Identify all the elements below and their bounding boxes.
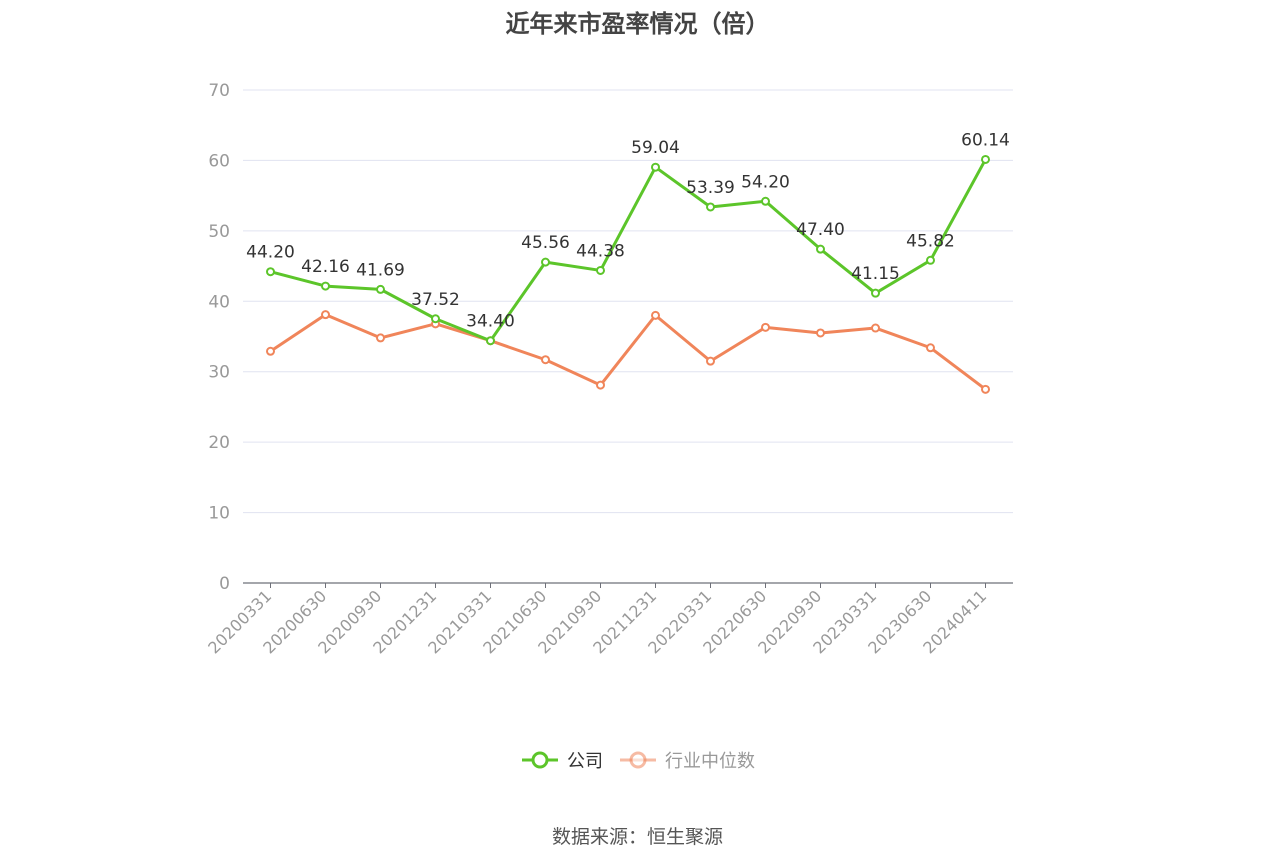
- y-tick-label: 50: [208, 222, 230, 242]
- data-label: 44.20: [246, 243, 295, 263]
- data-label: 45.82: [906, 231, 955, 251]
- data-point[interactable]: [376, 333, 385, 343]
- data-label: 37.52: [411, 290, 460, 310]
- data-label: 60.14: [961, 130, 1010, 150]
- data-point[interactable]: [266, 346, 275, 356]
- data-point[interactable]: [761, 322, 770, 332]
- data-point[interactable]: [816, 328, 825, 338]
- legend-line-circle-icon: [620, 751, 656, 769]
- data-label: 41.15: [851, 264, 900, 284]
- data-point[interactable]: [706, 202, 715, 212]
- data-point[interactable]: [761, 196, 770, 206]
- series-lines: [266, 154, 990, 394]
- y-tick-label: 30: [208, 363, 230, 383]
- legend-line-circle-icon: [522, 751, 558, 769]
- data-point[interactable]: [871, 323, 880, 333]
- y-tick-label: 20: [208, 433, 230, 453]
- data-point[interactable]: [651, 162, 660, 172]
- data-point[interactable]: [706, 356, 715, 366]
- data-label: 34.40: [466, 312, 515, 332]
- series-line-company: [270, 158, 987, 343]
- data-label: 53.39: [686, 178, 735, 198]
- y-tick-label: 10: [208, 504, 230, 524]
- data-point[interactable]: [596, 380, 605, 390]
- data-point[interactable]: [431, 314, 440, 324]
- data-point[interactable]: [926, 255, 935, 265]
- data-point[interactable]: [651, 310, 660, 320]
- axes: 0102030405060702020033120200630202009302…: [204, 81, 1013, 657]
- legend-item-company[interactable]: 公司: [521, 746, 603, 774]
- data-point[interactable]: [486, 336, 495, 346]
- data-point[interactable]: [541, 257, 550, 267]
- data-source-note: 数据来源：恒生聚源: [551, 826, 723, 848]
- data-label: 42.16: [301, 257, 350, 277]
- data-point[interactable]: [871, 288, 880, 298]
- legend-item-industry-median[interactable]: 行业中位数: [619, 746, 755, 774]
- y-tick-label: 0: [219, 574, 230, 594]
- data-label: 41.69: [356, 260, 405, 280]
- data-point[interactable]: [321, 281, 330, 291]
- data-point[interactable]: [541, 355, 550, 365]
- grid-lines: [243, 89, 1013, 514]
- series-line-industry-median: [269, 313, 987, 391]
- y-tick-label: 70: [208, 81, 230, 101]
- data-point[interactable]: [266, 267, 275, 277]
- data-labels: 44.20 42.16 41.69 37.52 34.40 45.56 44.38 59.04…: [246, 130, 1010, 331]
- data-point[interactable]: [926, 343, 935, 353]
- data-label: 47.40: [796, 220, 845, 240]
- data-point[interactable]: [596, 265, 605, 275]
- data-point[interactable]: [376, 284, 385, 294]
- data-point[interactable]: [321, 310, 330, 320]
- data-point[interactable]: [816, 244, 825, 254]
- data-label: 45.56: [521, 233, 570, 253]
- chart-title: 近年来市盈率情况（倍）: [505, 10, 770, 38]
- data-point[interactable]: [981, 154, 990, 164]
- data-label: 44.38: [576, 241, 625, 261]
- legend-label: 行业中位数: [665, 751, 755, 772]
- y-tick-label: 40: [208, 292, 230, 312]
- data-label: 59.04: [631, 138, 680, 158]
- data-point[interactable]: [981, 384, 990, 394]
- y-tick-label: 60: [208, 151, 230, 171]
- legend-label: 公司: [567, 751, 603, 772]
- data-label: 54.20: [741, 172, 790, 192]
